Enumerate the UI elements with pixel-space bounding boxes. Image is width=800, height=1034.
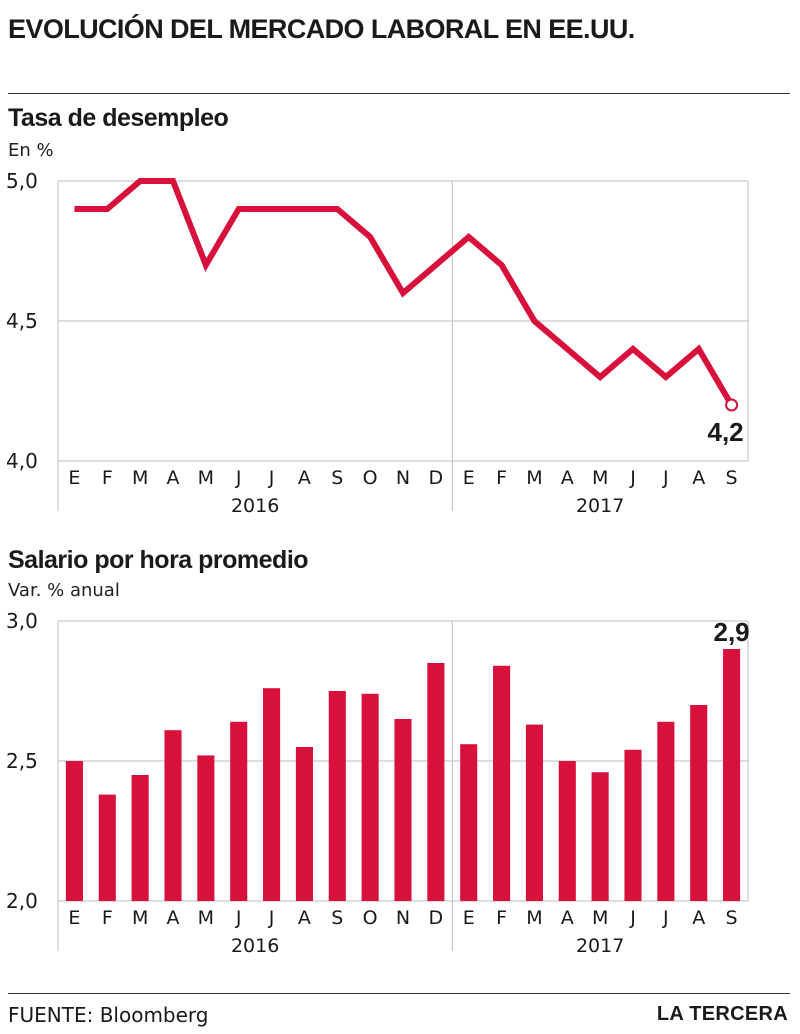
source-label: FUENTE: bbox=[8, 1003, 94, 1027]
x-tick-label: J bbox=[268, 467, 275, 489]
bar bbox=[460, 744, 478, 901]
x-tick-label: A bbox=[298, 467, 311, 489]
bar bbox=[230, 721, 248, 901]
x-tick-label: J bbox=[268, 907, 275, 929]
x-tick-label: M bbox=[526, 907, 542, 929]
x-tick-label: N bbox=[396, 907, 410, 929]
series-line bbox=[74, 178, 735, 407]
x-tick-label: A bbox=[167, 467, 180, 489]
x-tick-label: J bbox=[235, 467, 242, 489]
x-tick-label: M bbox=[592, 907, 608, 929]
x-tick-label: A bbox=[298, 907, 311, 929]
bar bbox=[131, 775, 149, 901]
x-tick-label: M bbox=[198, 907, 214, 929]
y-tick-label: 3,0 bbox=[6, 609, 38, 633]
last-point-marker bbox=[725, 398, 739, 412]
bar bbox=[493, 665, 511, 901]
bar bbox=[624, 749, 642, 901]
bar bbox=[361, 693, 379, 901]
bar bbox=[394, 719, 412, 901]
x-tick-label: J bbox=[629, 907, 636, 929]
page-title: EVOLUCIÓN DEL MERCADO LABORAL EN EE.UU. bbox=[8, 14, 635, 44]
x-tick-label: M bbox=[526, 467, 542, 489]
y-tick-label: 4,5 bbox=[6, 309, 38, 333]
y-tick-label: 5,0 bbox=[6, 169, 38, 193]
x-tick-label: E bbox=[463, 907, 475, 929]
year-label: 2016 bbox=[231, 935, 279, 957]
bar bbox=[98, 794, 116, 901]
chart-2-subtitle: Var. % anual bbox=[8, 580, 120, 601]
x-tick-label: S bbox=[331, 907, 343, 929]
data-label-last: 2,9 bbox=[713, 617, 749, 647]
bar bbox=[328, 691, 346, 901]
x-tick-label: M bbox=[198, 467, 214, 489]
source-value: Bloomberg bbox=[99, 1003, 209, 1027]
x-tick-label: D bbox=[429, 467, 444, 489]
year-label: 2016 bbox=[231, 495, 279, 517]
x-tick-label: S bbox=[726, 467, 738, 489]
x-tick-label: F bbox=[496, 907, 507, 929]
x-tick-label: F bbox=[102, 907, 113, 929]
bar bbox=[164, 730, 182, 901]
x-tick-label: N bbox=[396, 467, 410, 489]
bar bbox=[690, 705, 708, 901]
bar bbox=[65, 761, 83, 901]
year-label: 2017 bbox=[576, 935, 624, 957]
bar bbox=[295, 747, 313, 901]
y-tick-label: 2,0 bbox=[6, 889, 38, 913]
y-tick-label: 4,0 bbox=[6, 449, 38, 473]
bar bbox=[723, 649, 741, 901]
footer-divider bbox=[8, 993, 790, 994]
x-tick-label: A bbox=[692, 907, 705, 929]
year-label: 2017 bbox=[576, 495, 624, 517]
title-divider bbox=[8, 93, 790, 94]
chart-1-title: Tasa de desempleo bbox=[8, 104, 229, 132]
source-note: FUENTE: Bloomberg bbox=[8, 1003, 209, 1027]
x-tick-label: J bbox=[629, 467, 636, 489]
bar bbox=[263, 688, 281, 901]
x-tick-label: E bbox=[463, 467, 475, 489]
x-tick-label: O bbox=[363, 907, 378, 929]
bar bbox=[591, 772, 609, 901]
x-tick-label: M bbox=[132, 467, 148, 489]
x-tick-label: F bbox=[102, 467, 113, 489]
chart-1-subtitle: En % bbox=[8, 140, 54, 161]
chart-2-title: Salario por hora promedio bbox=[8, 546, 309, 574]
x-tick-label: J bbox=[662, 467, 669, 489]
x-tick-label: F bbox=[496, 467, 507, 489]
brand-logo: LA TERCERA bbox=[656, 1003, 788, 1025]
bar bbox=[525, 724, 543, 901]
x-tick-label: E bbox=[68, 907, 80, 929]
bar bbox=[427, 663, 445, 901]
data-label-last: 4,2 bbox=[707, 417, 743, 447]
x-tick-label: M bbox=[132, 907, 148, 929]
bar bbox=[558, 761, 576, 901]
x-tick-label: S bbox=[331, 467, 343, 489]
x-tick-label: A bbox=[561, 907, 574, 929]
y-tick-label: 2,5 bbox=[6, 749, 38, 773]
x-tick-label: A bbox=[692, 467, 705, 489]
x-tick-label: D bbox=[429, 907, 444, 929]
x-tick-label: O bbox=[363, 467, 378, 489]
bar bbox=[657, 721, 675, 901]
x-tick-label: J bbox=[235, 907, 242, 929]
x-tick-label: A bbox=[561, 467, 574, 489]
x-tick-label: S bbox=[726, 907, 738, 929]
x-tick-label: E bbox=[68, 467, 80, 489]
x-tick-label: M bbox=[592, 467, 608, 489]
bar bbox=[197, 755, 215, 901]
x-tick-label: J bbox=[662, 907, 669, 929]
x-tick-label: A bbox=[167, 907, 180, 929]
